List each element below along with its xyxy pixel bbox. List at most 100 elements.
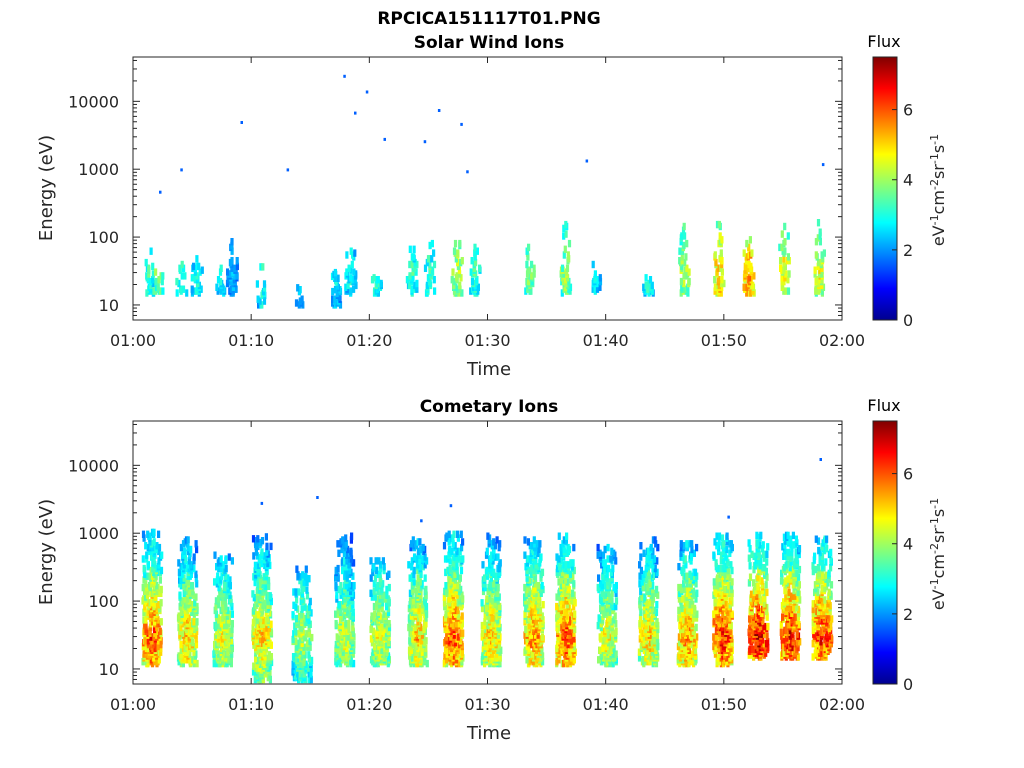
spectrogram-cell	[452, 652, 456, 660]
spectrogram-cell	[691, 601, 695, 609]
spectrogram-cell	[492, 538, 496, 546]
spectrogram-cell	[677, 583, 681, 592]
spectrogram-cell	[259, 614, 263, 623]
spectrogram-cell	[591, 260, 595, 269]
spectrogram-cell	[725, 620, 729, 628]
spectrogram-cell	[572, 543, 576, 552]
spectrogram-cell	[692, 591, 696, 599]
spectrogram-cell	[157, 547, 161, 556]
spectrogram-cell	[344, 639, 348, 647]
spectrogram-cell	[724, 654, 729, 662]
spectrogram-cell	[346, 545, 350, 554]
spectrogram-cell	[260, 537, 265, 545]
spectrogram-cell	[263, 656, 267, 665]
spectrogram-cell	[444, 659, 449, 668]
spectrogram-cell	[485, 566, 489, 575]
spectrogram-cell	[488, 640, 492, 649]
spectrogram-cell	[341, 652, 345, 660]
spectrogram-cell	[354, 270, 358, 278]
spectrogram-cell	[641, 574, 645, 582]
spectrogram-cell	[601, 654, 605, 662]
burst	[225, 238, 239, 297]
spectrogram-cell	[177, 652, 181, 660]
spectrogram-cell	[647, 572, 651, 580]
spectrogram-cell	[680, 232, 684, 240]
spectrogram-cell	[452, 580, 456, 588]
spectrogram-cell	[766, 643, 770, 652]
spectrogram-cell	[687, 277, 691, 286]
spectrogram-cell	[524, 597, 528, 605]
spectrogram-cell	[177, 279, 181, 288]
spectrogram-cell	[224, 572, 228, 580]
spectrogram-cell	[680, 257, 684, 265]
spectrogram-cell	[719, 253, 723, 261]
spectrogram-cell	[653, 564, 657, 573]
spectrogram-cell	[267, 592, 271, 600]
spectrogram-cell	[528, 576, 532, 584]
spectrogram-cell	[727, 620, 732, 628]
spectrogram-cell	[158, 287, 163, 295]
spectrogram-cell	[339, 582, 343, 590]
spectrogram-cell	[186, 595, 190, 603]
spectrogram-cell	[688, 631, 692, 639]
spectrogram-cell	[263, 630, 267, 638]
spectrogram-cell	[814, 285, 818, 293]
spectrogram-cell	[298, 613, 302, 621]
spectrogram-cell	[336, 564, 340, 573]
spectrogram-cell	[424, 620, 428, 628]
spectrogram-cell	[726, 566, 730, 575]
burst	[813, 219, 826, 297]
spectrogram-cell	[383, 591, 387, 599]
spectrogram-cell	[525, 566, 529, 575]
spectrogram-cell	[541, 585, 545, 594]
spectrogram-cell	[564, 639, 568, 647]
spectrogram-cell	[448, 564, 452, 573]
spectrogram-cell	[334, 566, 338, 575]
spectrogram-cell	[534, 561, 538, 569]
spectrogram-cell	[712, 610, 716, 618]
spectrogram-cell	[224, 599, 228, 607]
spectrogram-cell	[601, 559, 605, 567]
spectrogram-cell	[298, 660, 302, 668]
spectrogram-cell	[540, 568, 545, 577]
spectrogram-cell	[566, 281, 570, 290]
spectrogram-cell	[179, 563, 183, 571]
spectrogram-cell	[650, 281, 654, 290]
spectrogram-cell	[456, 633, 460, 641]
spectrogram-cell	[640, 593, 644, 601]
spectrogram-cell	[258, 554, 262, 562]
spectrogram-cell	[179, 599, 183, 607]
spectrogram-cell	[720, 568, 724, 577]
spectrogram-cell	[334, 620, 338, 628]
spectrogram-cell	[306, 639, 310, 647]
spectrogram-cell	[269, 628, 273, 636]
spectrogram-cell	[716, 599, 720, 607]
spectrogram-cell	[791, 638, 795, 646]
spectrogram-cell	[569, 595, 574, 603]
spectrogram-cell	[369, 635, 373, 643]
spectrogram-cell	[265, 548, 269, 556]
spectrogram-cell	[758, 554, 763, 562]
spectrogram-cell	[758, 628, 762, 636]
spectrogram-cell	[780, 230, 784, 238]
spectrogram-cell	[557, 555, 561, 563]
spectrogram-cell	[351, 623, 355, 632]
spectrogram-cell	[409, 646, 414, 654]
spectrogram-cell	[819, 258, 823, 267]
spectrogram-cell	[644, 625, 648, 634]
spectrogram-cell	[418, 578, 422, 586]
spectrogram-cell	[759, 558, 763, 566]
spectrogram-cell	[645, 553, 649, 561]
spectrogram-cell	[526, 627, 530, 635]
spectrogram-cell	[679, 614, 683, 622]
spectrogram-cell	[333, 268, 337, 277]
spectrogram-cell	[447, 530, 451, 538]
spectrogram-cell	[461, 555, 465, 563]
spectrogram-cell	[224, 602, 228, 611]
cometary-spectrogram	[141, 458, 834, 684]
spectrogram-cell	[682, 542, 686, 550]
spectrogram-cell	[564, 597, 568, 605]
spectrogram-cell	[443, 587, 447, 596]
spectrogram-cell	[560, 568, 565, 577]
spectrogram-cell	[789, 647, 793, 655]
